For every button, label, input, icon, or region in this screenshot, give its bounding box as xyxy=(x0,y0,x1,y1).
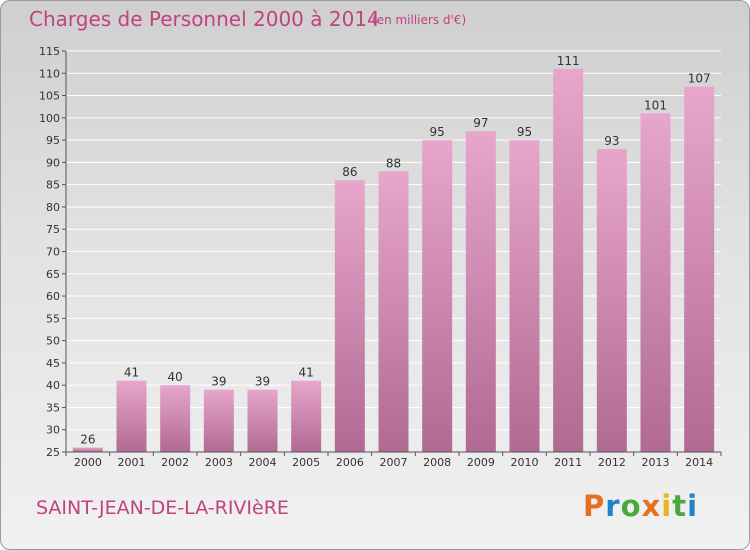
data-label-2013: 101 xyxy=(644,98,667,112)
data-label-2003: 39 xyxy=(211,375,226,389)
y-tick-label: 30 xyxy=(46,424,60,437)
data-label-2006: 86 xyxy=(342,165,357,179)
proxiti-logo: Proxiti xyxy=(583,489,699,523)
data-label-2005: 41 xyxy=(299,366,314,380)
axes: 25 30 35 40 45 50 55 60 65 70 75 80 85 90 95 100 105 110 1… xyxy=(39,45,722,469)
y-tick-label: 55 xyxy=(46,312,60,325)
x-tick-label: 2013 xyxy=(642,456,670,469)
x-tick-label: 2005 xyxy=(292,456,320,469)
chart-subtitle: (en milliers d'€) xyxy=(372,13,467,27)
y-tick-label: 80 xyxy=(46,201,60,214)
bar-2009 xyxy=(465,131,496,452)
bar-2000 xyxy=(72,447,103,452)
bar-2014 xyxy=(684,86,715,453)
data-label-2008: 95 xyxy=(430,125,445,139)
x-tick-label: 2004 xyxy=(249,456,277,469)
commune-name: SAINT-JEAN-DE-LA-RIVIèRE xyxy=(36,497,289,519)
y-tick-label: 40 xyxy=(46,379,60,392)
x-tick-label: 2003 xyxy=(205,456,233,469)
chart-title: Charges de Personnel 2000 à 2014 xyxy=(29,7,380,31)
bar-2003 xyxy=(203,389,234,452)
bar-2004 xyxy=(247,389,278,452)
x-tick-label: 2011 xyxy=(554,456,582,469)
x-tick-label: 2009 xyxy=(467,456,495,469)
y-tick-label: 60 xyxy=(46,290,60,303)
bar-2013 xyxy=(640,113,671,452)
bar-2008 xyxy=(422,140,453,452)
y-tick-label: 50 xyxy=(46,335,60,348)
y-tick-label: 95 xyxy=(46,134,60,147)
data-label-2007: 88 xyxy=(386,156,401,170)
y-tick-label: 70 xyxy=(46,246,60,259)
bar-2002 xyxy=(160,385,191,452)
data-label-2014: 107 xyxy=(688,72,711,86)
x-tick-label: 2014 xyxy=(685,456,713,469)
data-labels: 26 41 40 39 39 41 86 88 95 97 95 111 93 101 107 xyxy=(80,54,710,447)
data-label-2011: 111 xyxy=(557,54,580,68)
bar-2006 xyxy=(334,180,365,452)
data-label-2000: 26 xyxy=(80,433,95,447)
bars xyxy=(72,68,715,453)
data-label-2001: 41 xyxy=(124,366,139,380)
bar-2010 xyxy=(509,140,540,452)
bar-2007 xyxy=(378,171,409,453)
bar-2012 xyxy=(596,149,627,452)
y-tick-label: 115 xyxy=(39,45,60,58)
x-tick-label: 2008 xyxy=(423,456,451,469)
x-tick-label: 2002 xyxy=(161,456,189,469)
x-tick-label: 2010 xyxy=(511,456,539,469)
bar-2011 xyxy=(553,68,584,453)
y-tick-label: 45 xyxy=(46,357,60,370)
x-tick-label: 2001 xyxy=(118,456,146,469)
y-tick-label: 85 xyxy=(46,179,60,192)
x-tick-label: 2000 xyxy=(74,456,102,469)
x-tick-label: 2006 xyxy=(336,456,364,469)
y-tick-label: 65 xyxy=(46,268,60,281)
y-tick-label: 90 xyxy=(46,156,60,169)
x-tick-label: 2007 xyxy=(380,456,408,469)
bar-2005 xyxy=(291,380,322,452)
data-label-2010: 95 xyxy=(517,125,532,139)
data-label-2002: 40 xyxy=(168,370,183,384)
y-tick-label: 35 xyxy=(46,401,60,414)
data-label-2004: 39 xyxy=(255,375,270,389)
data-label-2009: 97 xyxy=(473,116,488,130)
y-tick-label: 100 xyxy=(39,112,60,125)
bar-2001 xyxy=(116,380,147,452)
y-tick-label: 105 xyxy=(39,90,60,103)
y-tick-label: 75 xyxy=(46,223,60,236)
x-tick-label: 2012 xyxy=(598,456,626,469)
y-tick-label: 110 xyxy=(39,67,60,80)
data-label-2012: 93 xyxy=(604,134,619,148)
y-tick-label: 25 xyxy=(46,446,60,459)
